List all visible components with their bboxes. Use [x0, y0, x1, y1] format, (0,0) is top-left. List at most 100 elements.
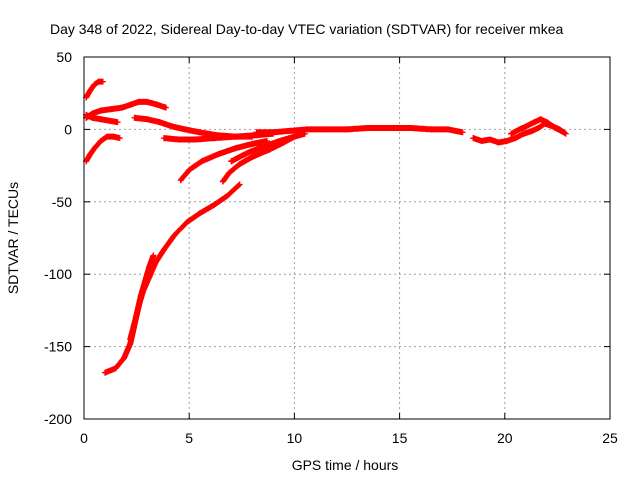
data-point — [535, 124, 542, 131]
data-point — [249, 153, 256, 160]
data-point — [184, 219, 191, 226]
plot-frame — [83, 56, 611, 420]
data-point — [163, 104, 170, 111]
data-point — [259, 143, 266, 150]
data-point — [529, 127, 536, 134]
data-point — [137, 292, 144, 299]
data-point — [127, 101, 134, 108]
data-point — [531, 119, 538, 126]
data-point — [276, 137, 283, 144]
series-arc-n — [508, 116, 567, 137]
y-tick-label: -200 — [44, 411, 72, 427]
data-point — [198, 158, 205, 165]
data-point — [537, 116, 544, 123]
data-point — [169, 123, 176, 130]
x-tick-label: 0 — [80, 430, 88, 446]
axis-ticks: 0 5 10 15 20 25 -200 -150 -100 -50 0 50 — [44, 49, 618, 446]
data-point — [236, 181, 243, 188]
data-point — [365, 124, 372, 131]
data-point — [508, 130, 515, 137]
data-point — [236, 161, 243, 168]
data-point — [560, 129, 567, 136]
y-axis-label: SDTVAR / TECUs — [5, 182, 21, 294]
chart-title: Day 348 of 2022, Sidereal Day-to-day VTE… — [50, 21, 563, 37]
data-point — [552, 124, 559, 131]
series-arc-a — [83, 78, 106, 101]
data-point — [224, 193, 231, 200]
data-point — [160, 135, 167, 142]
x-axis-label: GPS time / hours — [292, 457, 399, 473]
data-point — [177, 177, 184, 184]
data-point — [228, 158, 235, 165]
x-tick-label: 20 — [497, 430, 513, 446]
data-point — [522, 123, 529, 130]
data-point — [192, 136, 199, 143]
data-point — [211, 135, 218, 142]
data-point — [160, 246, 167, 253]
series-arc-c — [83, 133, 123, 165]
y-tick-label: -150 — [44, 339, 72, 355]
data-point — [428, 126, 435, 133]
data-point — [478, 137, 485, 144]
data-point — [196, 129, 203, 136]
data-point — [181, 126, 188, 133]
data-point — [102, 369, 109, 376]
data-point — [97, 137, 104, 144]
data-point — [112, 365, 119, 372]
y-tick-label: -100 — [44, 266, 72, 282]
data-point — [99, 78, 106, 85]
data-point — [386, 124, 393, 131]
data-point — [118, 104, 125, 111]
data-point — [144, 116, 151, 123]
data-point — [97, 107, 104, 114]
data-point — [407, 124, 414, 131]
data-point — [232, 133, 239, 140]
data-point — [512, 135, 519, 142]
data-point — [91, 145, 98, 152]
data-point — [154, 101, 161, 108]
data-point — [150, 252, 157, 259]
x-tick-label: 10 — [287, 430, 303, 446]
series-arc-b — [83, 98, 170, 121]
y-tick-label: 0 — [64, 121, 72, 137]
data-point — [144, 98, 151, 105]
data-point — [459, 129, 466, 136]
series-arc-k — [127, 252, 157, 343]
data-point — [516, 126, 523, 133]
data-point — [344, 126, 350, 133]
x-tick-label: 15 — [392, 430, 408, 446]
data-point — [186, 166, 193, 173]
data-point — [120, 355, 127, 362]
data-point — [487, 136, 494, 143]
series-arc-i — [228, 130, 308, 165]
data-point — [226, 169, 233, 176]
data-point — [127, 336, 134, 343]
data-point — [87, 151, 94, 158]
data-point — [196, 210, 203, 217]
data-point — [110, 133, 117, 140]
data-point — [245, 149, 252, 156]
data-point — [131, 114, 138, 121]
data-point — [495, 139, 502, 146]
x-tick-label: 5 — [185, 430, 193, 446]
series-arc-l — [253, 124, 466, 136]
data-point — [156, 119, 163, 126]
data-point — [142, 278, 149, 285]
grid — [84, 57, 610, 419]
data-point — [249, 140, 256, 147]
y-tick-label: 50 — [56, 49, 72, 65]
data-point — [106, 117, 113, 124]
data-point — [287, 127, 294, 134]
data-point — [304, 126, 311, 133]
data-point — [291, 133, 298, 140]
data-point — [171, 232, 178, 239]
data-point — [211, 201, 218, 208]
x-tick-label: 25 — [602, 430, 618, 446]
data-series — [83, 78, 569, 376]
data-point — [253, 129, 260, 136]
data-point — [175, 136, 182, 143]
series-arc-g — [177, 137, 271, 184]
data-point — [135, 98, 142, 105]
